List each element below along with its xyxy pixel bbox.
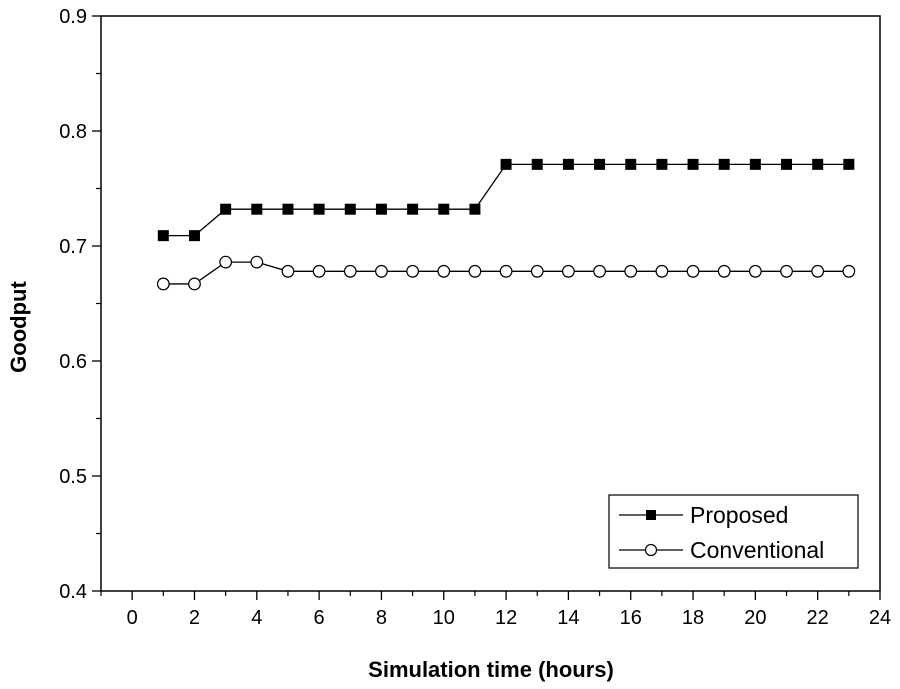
data-point	[686, 264, 700, 278]
data-point	[469, 203, 481, 215]
data-point	[531, 158, 543, 170]
x-axis-title: Simulation time (hours)	[368, 657, 614, 682]
data-point	[812, 158, 824, 170]
data-point	[282, 203, 294, 215]
data-point	[718, 158, 730, 170]
y-tick-label: 0.6	[59, 351, 87, 373]
data-point	[624, 264, 638, 278]
data-point	[530, 264, 544, 278]
data-point	[562, 264, 575, 278]
data-point	[156, 277, 170, 291]
data-point	[687, 158, 699, 170]
data-point	[251, 203, 263, 215]
data-point	[811, 264, 825, 278]
data-point	[500, 158, 512, 170]
data-point	[780, 264, 793, 278]
y-tick-label: 0.4	[59, 581, 87, 603]
x-tick-label: 20	[744, 607, 766, 629]
data-point	[842, 264, 856, 278]
data-point	[437, 264, 451, 278]
x-tick-label: 4	[251, 607, 262, 629]
data-point	[717, 264, 731, 278]
data-point	[749, 158, 761, 170]
data-point	[781, 158, 793, 170]
x-tick-label: 14	[557, 607, 579, 629]
series-conventional	[156, 255, 856, 291]
data-point	[188, 230, 200, 242]
data-point	[312, 264, 326, 278]
data-point	[344, 203, 356, 215]
legend-label-conventional: Conventional	[690, 537, 824, 563]
data-point	[313, 203, 325, 215]
data-point	[220, 203, 232, 215]
x-tick-label: 12	[495, 607, 517, 629]
data-point	[594, 158, 606, 170]
data-point	[438, 203, 450, 215]
x-tick-label: 16	[620, 607, 642, 629]
legend: Proposed Conventional	[608, 494, 859, 569]
y-tick-label: 0.5	[59, 466, 87, 488]
data-point	[748, 264, 762, 278]
y-tick-label: 0.9	[59, 6, 87, 28]
data-point	[406, 264, 420, 278]
data-point	[562, 158, 574, 170]
tick-marks	[92, 15, 881, 600]
x-tick-label: 6	[314, 607, 325, 629]
x-tick-label: 24	[869, 607, 891, 629]
data-point	[250, 255, 264, 269]
legend-marker-conventional	[644, 543, 658, 557]
x-tick-label: 18	[682, 607, 704, 629]
data-point	[343, 264, 357, 278]
data-point	[219, 255, 233, 269]
data-point	[375, 203, 387, 215]
legend-marker-proposed	[646, 510, 656, 520]
data-point	[656, 158, 668, 170]
y-tick-label: 0.8	[59, 121, 87, 143]
data-point	[188, 277, 201, 291]
series-line-proposed	[163, 163, 849, 237]
data-point	[407, 203, 419, 215]
data-point	[157, 230, 169, 242]
tick-labels: 0 2 4 6 8 10 12 14 16 18 20 22 240.40.50.60.70.80.9	[59, 6, 891, 629]
data-point	[655, 264, 669, 278]
data-point	[468, 264, 482, 278]
x-tick-label: 10	[433, 607, 455, 629]
y-tick-label: 0.7	[59, 236, 87, 258]
legend-label-proposed: Proposed	[690, 502, 788, 528]
series-layer	[156, 158, 856, 291]
data-point	[281, 264, 295, 278]
x-tick-label: 0	[127, 607, 138, 629]
data-point	[843, 158, 855, 170]
data-point	[375, 264, 388, 278]
x-tick-label: 2	[189, 607, 200, 629]
x-tick-label: 8	[376, 607, 387, 629]
plot-frame	[100, 15, 881, 592]
data-point	[499, 264, 513, 278]
data-point	[625, 158, 637, 170]
data-point	[593, 264, 606, 278]
series-proposed	[157, 158, 855, 242]
x-tick-label: 22	[807, 607, 829, 629]
y-axis-title: Goodput	[6, 281, 31, 373]
